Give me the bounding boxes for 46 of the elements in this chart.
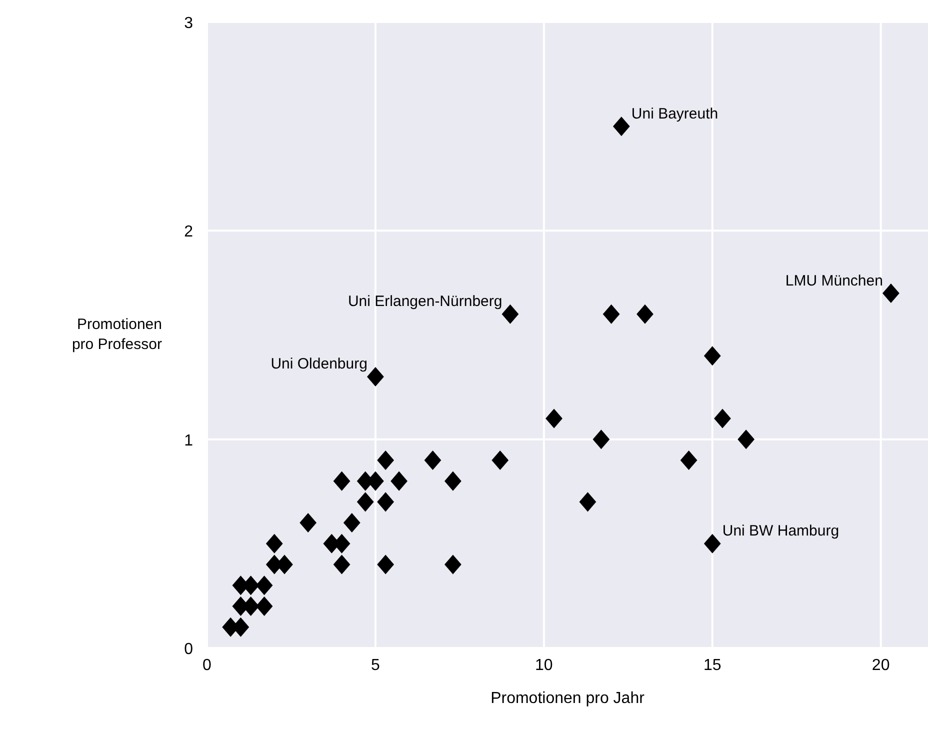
y-tick-label: 0: [184, 641, 194, 658]
point: [333, 471, 350, 491]
y-tick-label: 1: [184, 432, 194, 450]
annotation: Uni Bayreuth: [631, 105, 718, 122]
point: [704, 346, 721, 366]
x-axis-title: Promotionen pro Jahr: [490, 690, 646, 707]
point: [680, 450, 698, 470]
point: [636, 304, 654, 324]
point: [444, 554, 462, 574]
point: [333, 554, 350, 574]
point: [704, 534, 721, 554]
point: [377, 450, 394, 470]
x-tick-label: 15: [703, 657, 722, 674]
x-tick-label: 0: [202, 657, 212, 674]
point: [602, 304, 620, 324]
point: [546, 408, 562, 428]
annotation: Uni Erlangen-Nürnberg: [348, 293, 502, 310]
point: [579, 492, 596, 512]
point: [612, 116, 630, 136]
point: [444, 471, 462, 491]
point: [424, 450, 442, 470]
y-axis-title: Promotionen pro Professor: [72, 316, 162, 353]
x-tick-label: 10: [535, 657, 553, 674]
point: [343, 513, 360, 533]
annotation: Uni Oldenburg: [270, 356, 368, 373]
point: [256, 596, 273, 616]
point: [377, 554, 394, 574]
point: [377, 492, 394, 512]
point: [266, 534, 283, 554]
point: [367, 366, 384, 386]
point: [882, 284, 900, 304]
y-tick-label: 2: [184, 224, 194, 241]
point: [390, 471, 408, 491]
point: [714, 408, 731, 428]
annotation: LMU München: [785, 272, 883, 290]
point: [492, 450, 509, 470]
y-tick-label: 3: [184, 15, 194, 32]
x-tick-label: 5: [371, 657, 380, 674]
point: [592, 430, 610, 450]
x-tick-label: 20: [872, 657, 890, 674]
point: [256, 576, 273, 596]
point: [300, 513, 317, 533]
annotation: Uni BW Hamburg: [722, 522, 840, 540]
point: [738, 430, 755, 450]
point: [502, 304, 519, 324]
point: [356, 492, 374, 512]
